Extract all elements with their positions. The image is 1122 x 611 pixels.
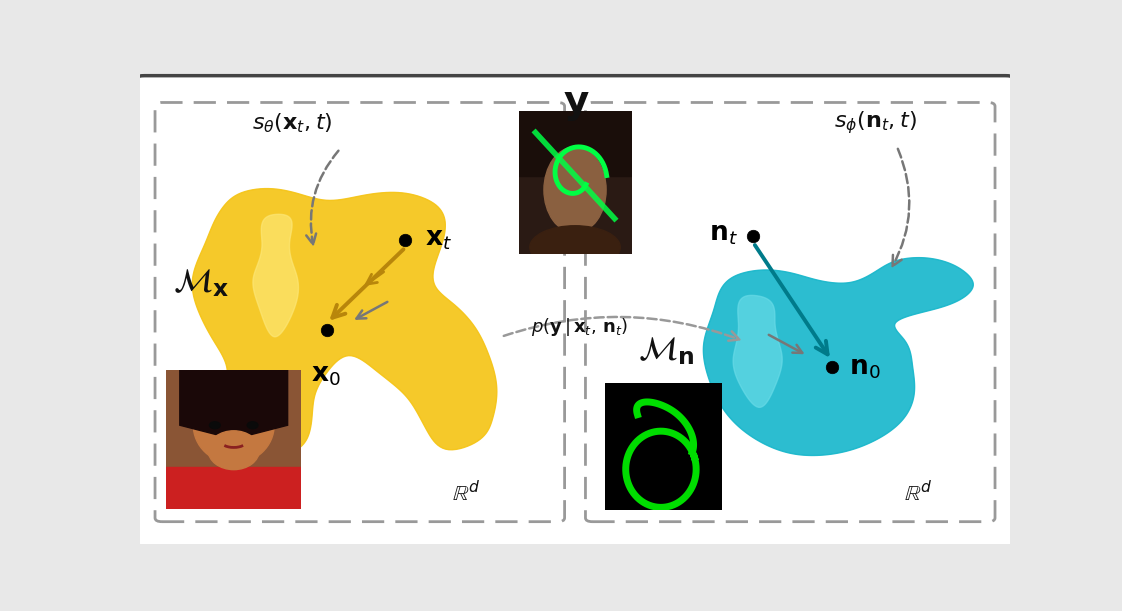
Text: $s_{\theta}(\mathbf{x}_t, t)$: $s_{\theta}(\mathbf{x}_t, t)$ <box>252 111 333 134</box>
Text: $\mathcal{M}_{\mathbf{n}}$: $\mathcal{M}_{\mathbf{n}}$ <box>638 334 695 367</box>
FancyBboxPatch shape <box>131 76 1019 546</box>
Text: $\mathbf{n}_0$: $\mathbf{n}_0$ <box>849 356 881 381</box>
Text: $\mathbf{y}$: $\mathbf{y}$ <box>563 85 590 123</box>
Polygon shape <box>733 295 782 408</box>
Text: $\mathbb{R}^d$: $\mathbb{R}^d$ <box>904 480 932 505</box>
Text: $\mathbf{x}_0$: $\mathbf{x}_0$ <box>311 362 340 388</box>
Text: $\mathcal{M}_{\mathbf{x}}$: $\mathcal{M}_{\mathbf{x}}$ <box>173 266 229 299</box>
Text: $s_{\phi}(\mathbf{n}_t, t)$: $s_{\phi}(\mathbf{n}_t, t)$ <box>834 109 917 136</box>
Text: $\mathbb{R}^d$: $\mathbb{R}^d$ <box>452 480 480 505</box>
Text: $\mathbf{x}_t$: $\mathbf{x}_t$ <box>424 226 452 252</box>
FancyArrowPatch shape <box>504 317 739 341</box>
Polygon shape <box>192 189 497 457</box>
Polygon shape <box>703 258 973 455</box>
Text: $p(\mathbf{y}\,|\,\mathbf{x}_t,\,\mathbf{n}_t)$: $p(\mathbf{y}\,|\,\mathbf{x}_t,\,\mathbf… <box>531 316 628 338</box>
Text: $\mathbf{n}_t$: $\mathbf{n}_t$ <box>709 221 737 247</box>
Polygon shape <box>252 214 298 337</box>
